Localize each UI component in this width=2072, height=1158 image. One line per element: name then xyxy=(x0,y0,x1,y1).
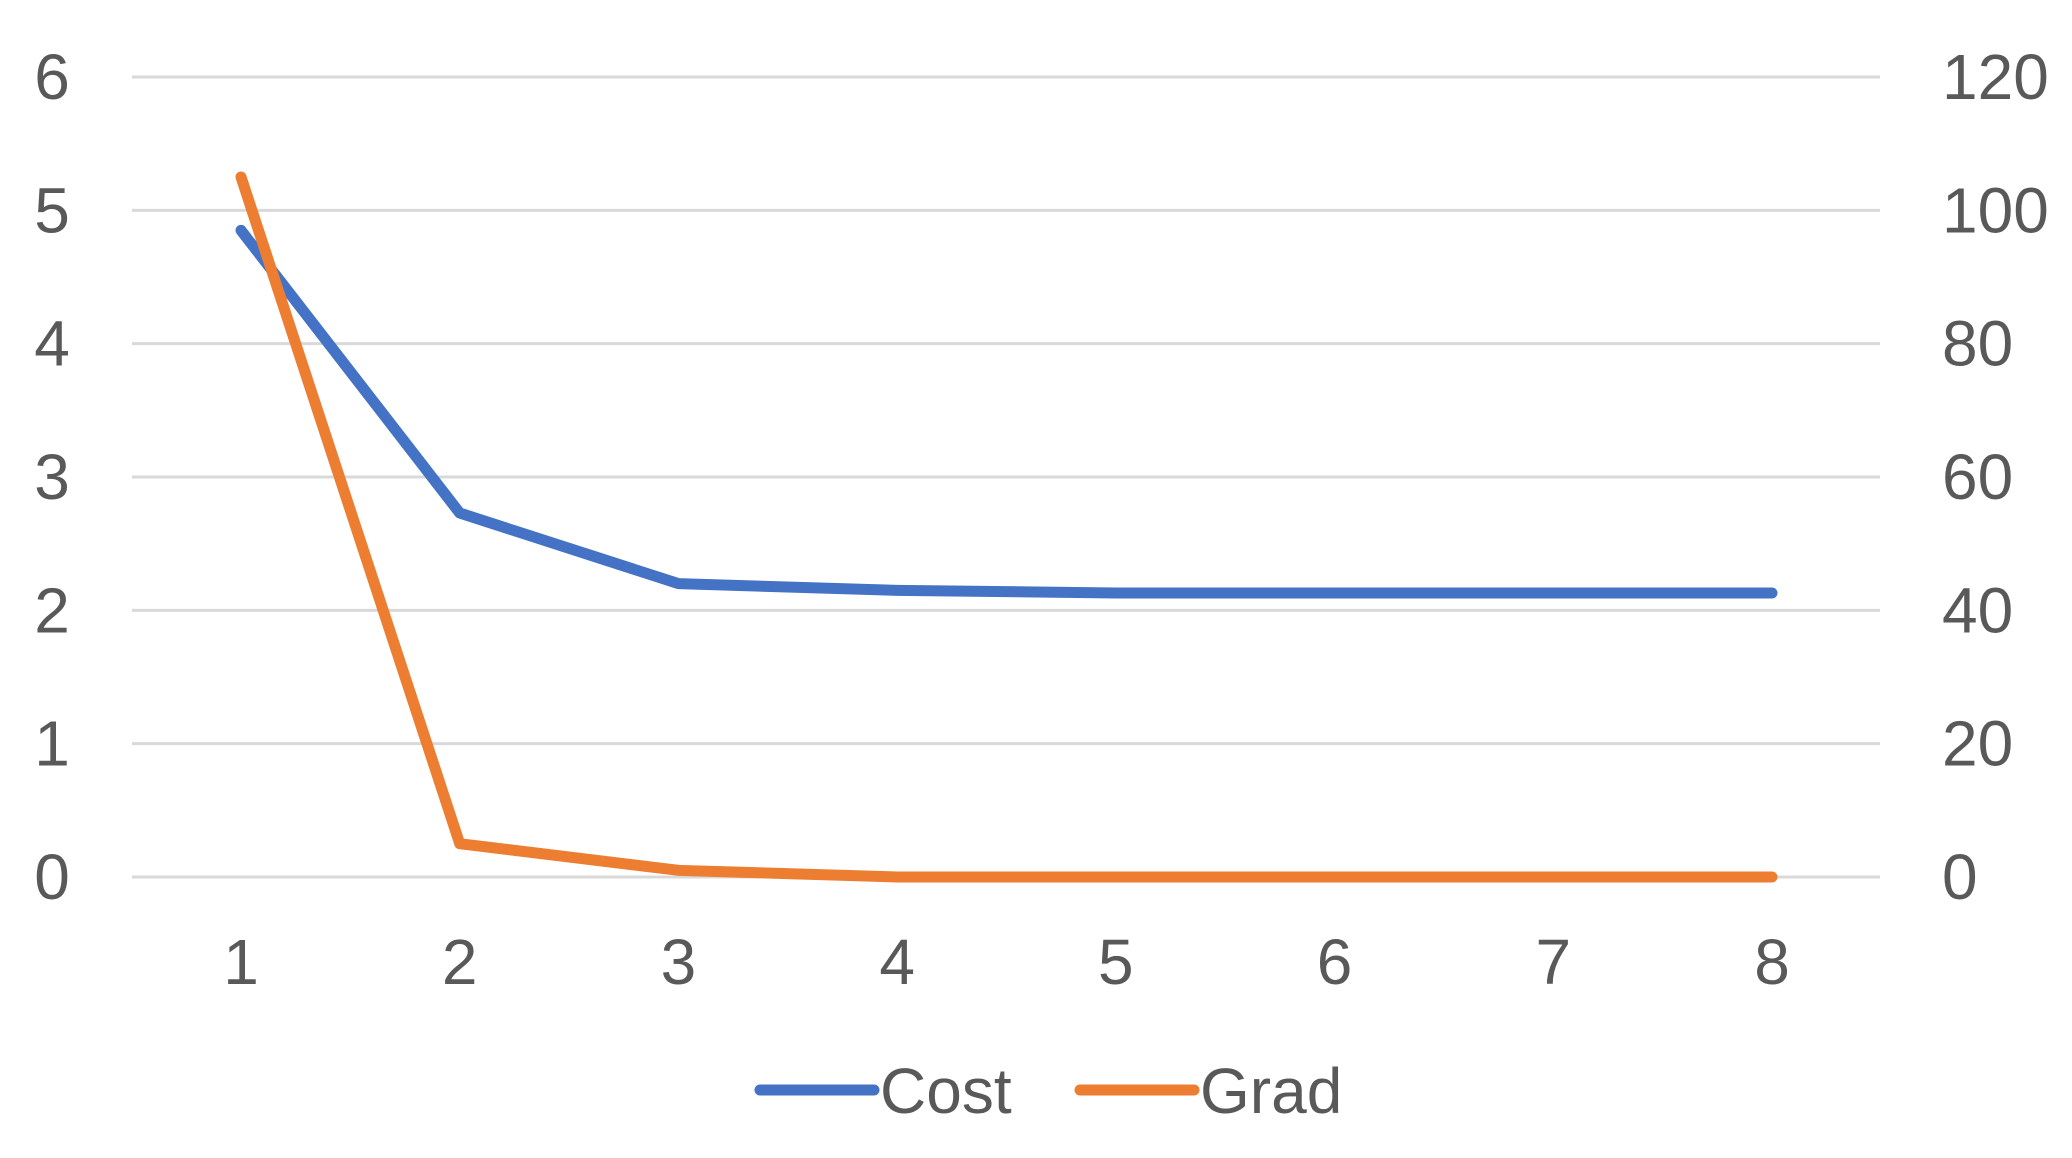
x-tick-label: 2 xyxy=(442,926,478,998)
x-tick-label: 5 xyxy=(1098,926,1134,998)
x-tick-label: 1 xyxy=(223,926,259,998)
right-y-axis: 0 20 40 60 80 100 120 xyxy=(1942,41,2049,913)
gridlines xyxy=(132,75,1880,879)
right-tick-label: 120 xyxy=(1942,41,2049,113)
x-tick-label: 6 xyxy=(1317,926,1353,998)
right-tick-label: 60 xyxy=(1942,441,2013,513)
series-lines xyxy=(235,171,1778,883)
left-tick-label: 4 xyxy=(34,308,70,380)
legend-label-grad: Grad xyxy=(1200,1055,1342,1127)
x-tick-label: 3 xyxy=(661,926,697,998)
series-line-grad xyxy=(235,171,1778,883)
x-tick-label: 4 xyxy=(879,926,915,998)
x-tick-label: 7 xyxy=(1535,926,1571,998)
right-tick-label: 20 xyxy=(1942,708,2013,780)
legend: Cost Grad xyxy=(754,1055,1342,1127)
left-tick-label: 6 xyxy=(34,41,70,113)
x-axis: 1 2 3 4 5 6 7 8 xyxy=(223,926,1790,998)
right-tick-label: 40 xyxy=(1942,574,2013,646)
left-tick-label: 1 xyxy=(34,708,70,780)
right-tick-label: 100 xyxy=(1942,174,2049,246)
left-tick-label: 3 xyxy=(34,441,70,513)
left-tick-label: 0 xyxy=(34,841,70,913)
series-line-cost xyxy=(235,224,1778,599)
left-tick-label: 5 xyxy=(34,174,70,246)
legend-label-cost: Cost xyxy=(880,1055,1012,1127)
right-tick-label: 0 xyxy=(1942,841,1978,913)
right-tick-label: 80 xyxy=(1942,308,2013,380)
x-tick-label: 8 xyxy=(1754,926,1790,998)
left-tick-label: 2 xyxy=(34,574,70,646)
left-y-axis: 0 1 2 3 4 5 6 xyxy=(34,41,70,913)
